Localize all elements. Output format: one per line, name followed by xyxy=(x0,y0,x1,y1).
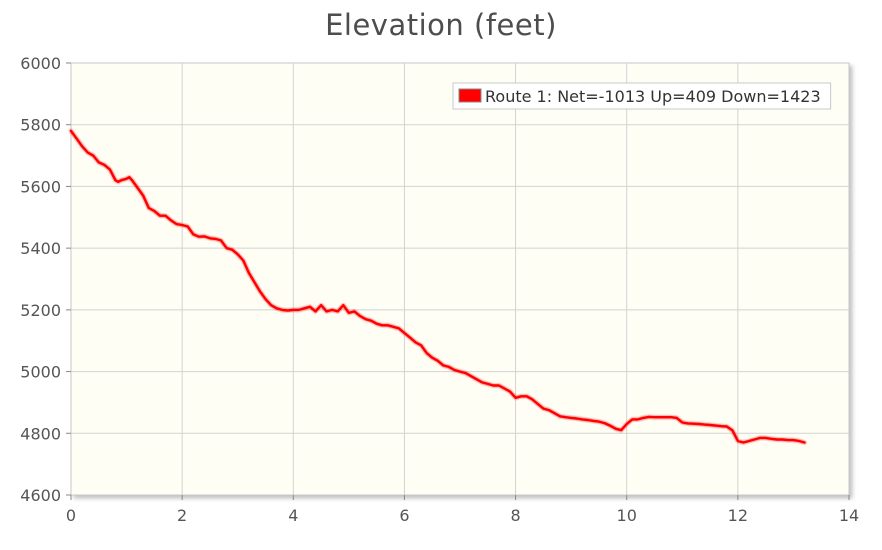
x-tick-label: 4 xyxy=(288,506,298,525)
y-tick-label: 6000 xyxy=(20,54,61,73)
x-tick-label: 6 xyxy=(399,506,409,525)
y-tick-label: 5600 xyxy=(20,177,61,196)
y-tick-label: 5400 xyxy=(20,239,61,258)
x-tick-label: 2 xyxy=(177,506,187,525)
grid-lines xyxy=(71,63,849,495)
legend: Route 1: Net=-1013 Up=409 Down=1423 xyxy=(452,82,832,110)
y-tick-label: 4600 xyxy=(20,486,61,505)
y-tick-label: 5200 xyxy=(20,301,61,320)
axes: 0 2 4 6 8 10 12 14 4600 4800 5000 5200 5400 5600 5800 6… xyxy=(20,54,859,525)
x-tick-label: 8 xyxy=(510,506,520,525)
legend-box xyxy=(452,82,832,110)
x-tick-label: 10 xyxy=(617,506,637,525)
y-tick-label: 4800 xyxy=(20,424,61,443)
series-layer xyxy=(68,128,807,445)
y-tick-label: 5000 xyxy=(20,363,61,382)
legend-label: Route 1: Net=-1013 Up=409 Down=1423 xyxy=(485,87,821,106)
y-tick-label: 5800 xyxy=(20,116,61,135)
x-tick-label: 12 xyxy=(728,506,748,525)
plot-area xyxy=(70,62,850,496)
chart-title: Elevation (feet) xyxy=(325,8,557,42)
x-tick-label: 0 xyxy=(66,506,76,525)
legend-swatch xyxy=(458,88,482,103)
series-line xyxy=(69,129,806,444)
x-tick-label: 14 xyxy=(839,506,859,525)
